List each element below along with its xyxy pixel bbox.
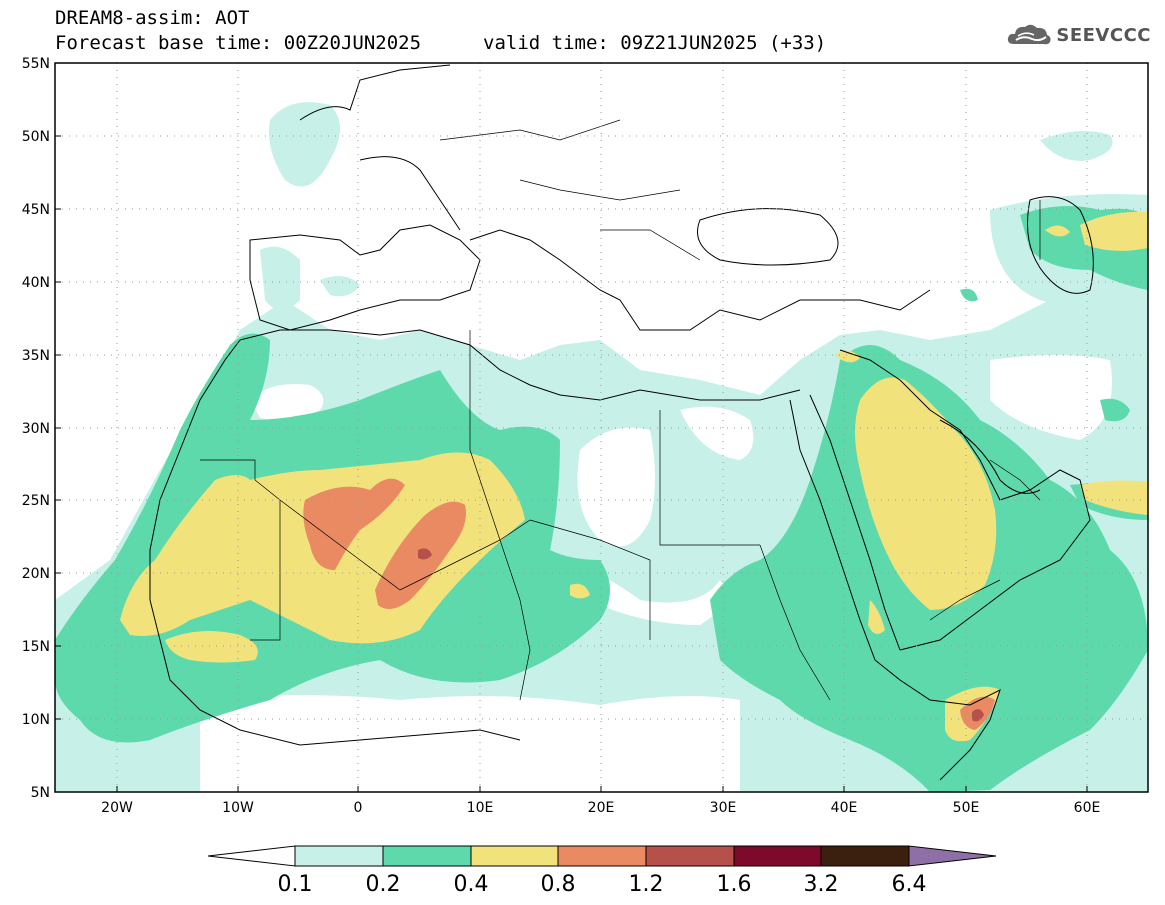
lat-label-45n: 45N — [22, 202, 50, 218]
latitude-labels: 55N 50N 45N 40N 35N 30N 25N 20N 15N 10N … — [22, 56, 50, 801]
valid-time: valid time: 09Z21JUN2025 (+33) — [483, 32, 827, 54]
colorbar-swatch-3 — [470, 845, 559, 867]
lat-label-25n: 25N — [22, 493, 50, 509]
colorbar-label-0.1: 0.1 — [278, 872, 313, 897]
base-time: Forecast base time: 00Z20JUN2025 — [55, 32, 422, 54]
lat-label-30n: 30N — [22, 421, 50, 437]
lat-label-5n: 5N — [31, 785, 50, 801]
colorbar-label-1.6: 1.6 — [717, 872, 752, 897]
colorbar-label-3.2: 3.2 — [804, 872, 839, 897]
lon-label-0: 0 — [354, 800, 363, 816]
lon-label-20w: 20W — [101, 800, 133, 816]
coastlines — [149, 64, 1094, 781]
map-title: DREAM8-assim: AOT — [55, 7, 250, 29]
colorbar-label-0.2: 0.2 — [366, 872, 401, 897]
cloud-icon — [1008, 24, 1051, 45]
seevccc-logo: SEEVCCC — [1006, 22, 1151, 48]
lat-label-20n: 20N — [22, 566, 50, 582]
colorbar-max-arrow — [908, 845, 997, 867]
colorbar-label-1.2: 1.2 — [629, 872, 664, 897]
colorbar-label-0.4: 0.4 — [454, 872, 489, 897]
lon-label-10e: 10E — [467, 800, 494, 816]
lon-label-10w: 10W — [222, 800, 254, 816]
aot-level-1.2 — [418, 548, 984, 722]
lat-label-50n: 50N — [22, 129, 50, 145]
country-borders — [200, 119, 1041, 701]
lat-label-10n: 10N — [22, 712, 50, 728]
lon-label-40e: 40E — [831, 800, 858, 816]
colorbar-swatch-2 — [382, 845, 472, 867]
lon-label-60e: 60E — [1074, 800, 1101, 816]
colorbar-label-6.4: 6.4 — [892, 872, 927, 897]
axis-ticks — [55, 62, 1088, 793]
lat-label-35n: 35N — [22, 348, 50, 364]
colorbar-swatch-5 — [645, 845, 735, 867]
colorbar-swatch-7 — [820, 845, 910, 867]
colorbar-labels: 0.1 0.2 0.4 0.8 1.2 1.6 3.2 6.4 — [278, 872, 927, 897]
lon-label-30e: 30E — [710, 800, 737, 816]
colorbar-swatch-6 — [733, 845, 822, 867]
colorbar-label-0.8: 0.8 — [541, 872, 576, 897]
logo-text: SEEVCCC — [1056, 24, 1151, 46]
lat-label-40n: 40N — [22, 275, 50, 291]
gridlines — [55, 63, 1148, 792]
colorbar-min-arrow — [207, 845, 296, 867]
colorbar — [207, 845, 997, 867]
longitude-labels: 20W 10W 0 10E 20E 30E 40E 50E 60E — [101, 800, 1100, 816]
colorbar-swatch-1 — [294, 845, 384, 867]
lat-label-15n: 15N — [22, 639, 50, 655]
lat-label-55n: 55N — [22, 56, 50, 72]
lon-label-50e: 50E — [953, 800, 980, 816]
colorbar-swatch-4 — [557, 845, 647, 867]
lon-label-20e: 20E — [588, 800, 615, 816]
